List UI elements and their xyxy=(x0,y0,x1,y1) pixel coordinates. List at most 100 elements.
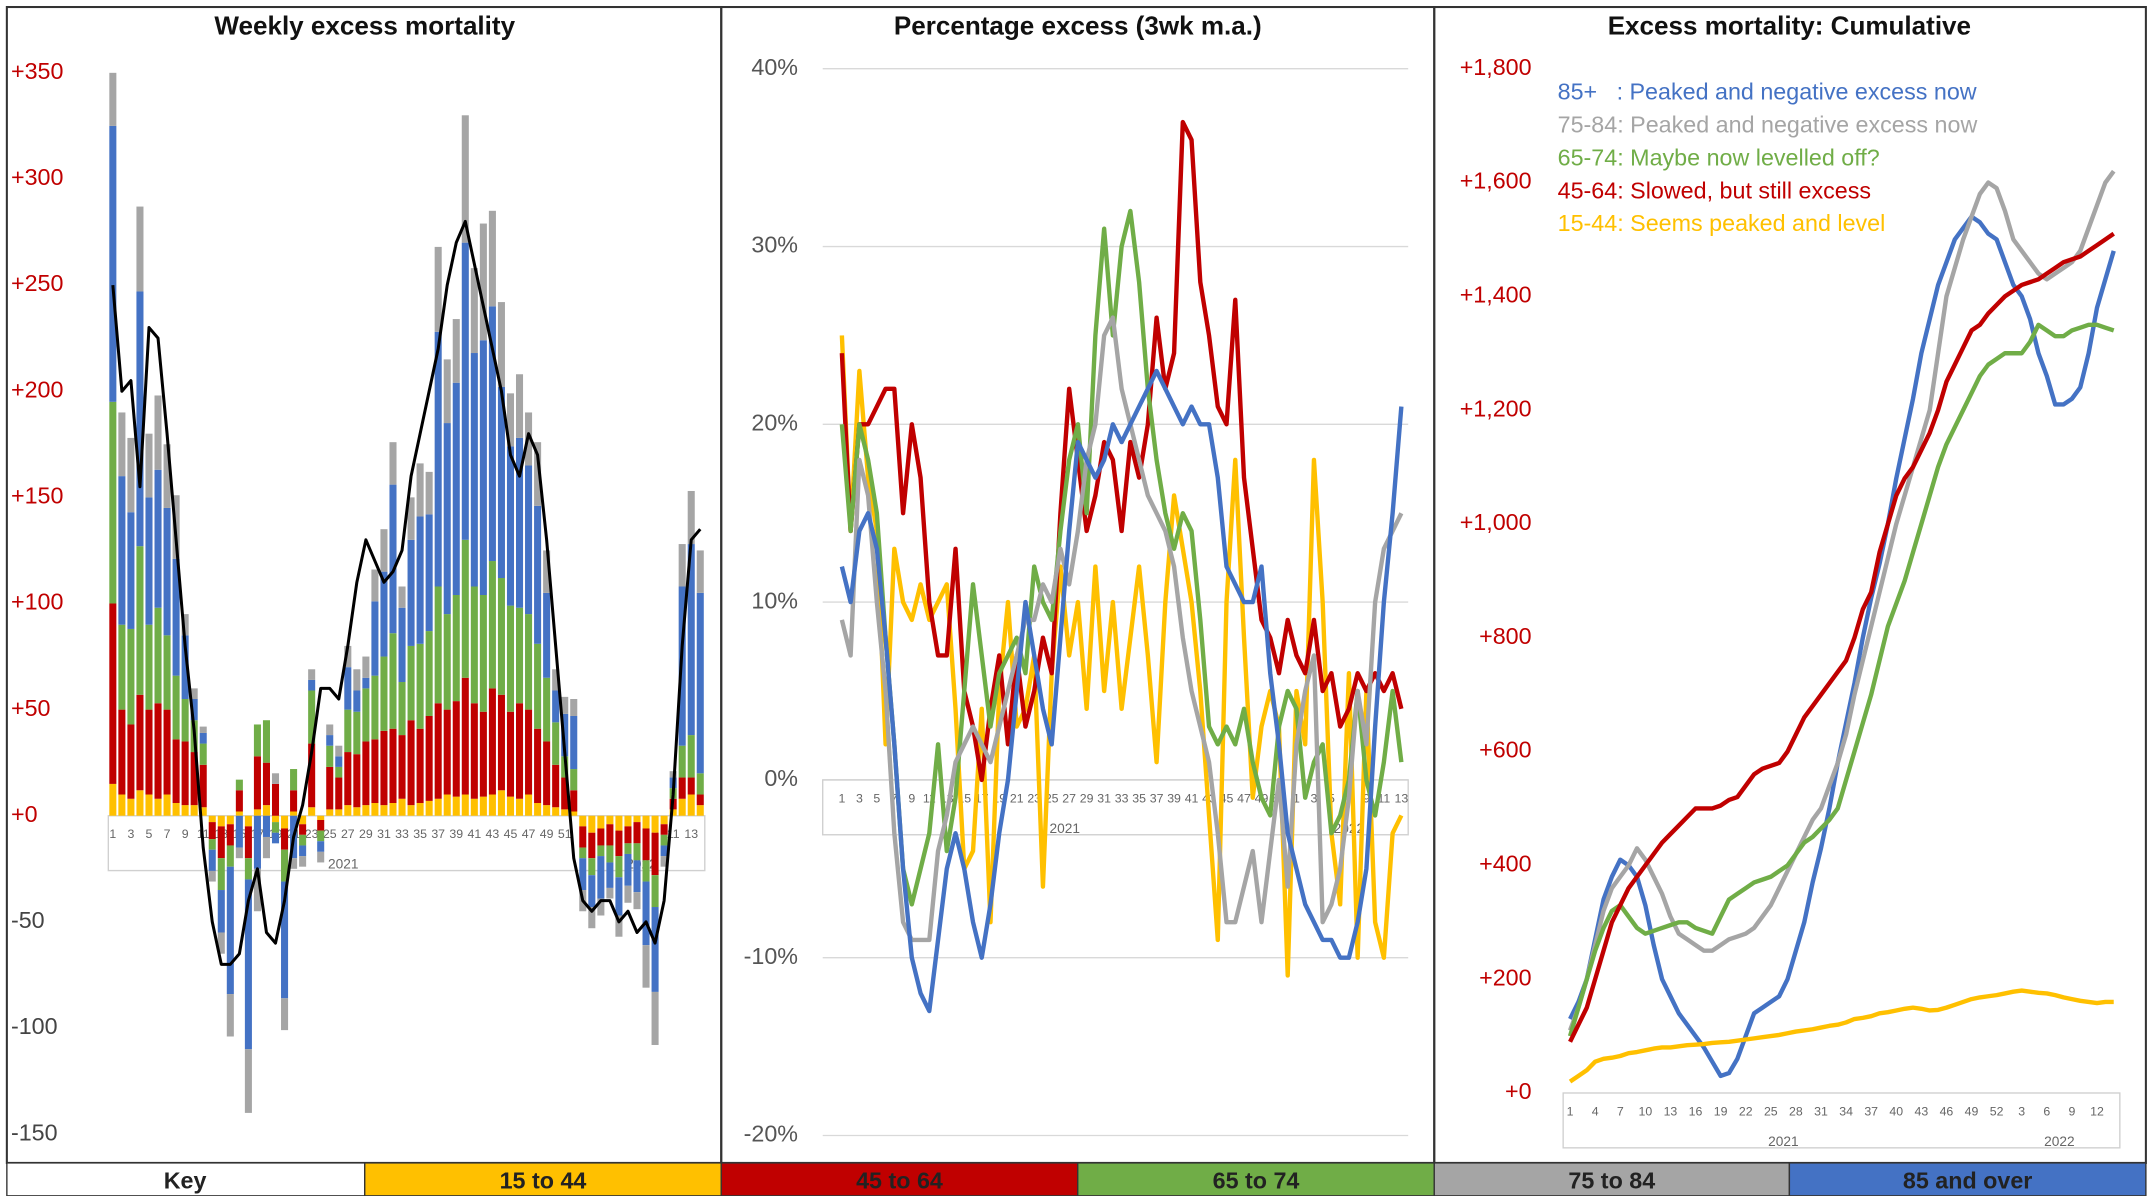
x-tick-label: 27 xyxy=(341,827,355,841)
bar-segment xyxy=(353,807,361,816)
bar-segment xyxy=(461,242,469,540)
bar-segment xyxy=(262,805,270,816)
x-tick-label: 1 xyxy=(838,791,845,805)
key-label: 75 to 84 xyxy=(1568,1167,1655,1193)
bar-segment xyxy=(398,798,406,816)
bar-segment xyxy=(425,471,433,515)
bar-segment xyxy=(687,544,695,736)
bar-segment xyxy=(606,862,614,888)
bar-segment xyxy=(172,675,180,740)
bar-segment xyxy=(380,529,388,572)
bar-segment xyxy=(416,803,424,816)
bar-segment xyxy=(615,915,623,937)
bar-segment xyxy=(407,645,415,721)
bar-segment xyxy=(353,690,361,712)
y-tick-label: +200 xyxy=(11,376,64,402)
y-tick-label: +1,200 xyxy=(1460,395,1532,421)
bar-segment xyxy=(253,756,261,810)
bar-segment xyxy=(506,446,515,606)
bar-segment xyxy=(299,856,307,867)
x-tick-label: 43 xyxy=(1914,1104,1928,1118)
x-tick-label: 39 xyxy=(449,827,463,841)
bar-segment xyxy=(497,302,505,387)
line xyxy=(1567,322,2115,1037)
bar-segment xyxy=(525,465,533,615)
x-group-label: 2021 xyxy=(328,857,358,872)
bar-segment xyxy=(226,815,234,825)
bar-segment xyxy=(317,841,325,852)
bar-segment xyxy=(226,866,234,995)
bar-segment xyxy=(127,628,135,725)
bar-segment xyxy=(434,246,442,332)
bar-segment xyxy=(651,875,659,908)
bar-segment xyxy=(344,805,352,816)
bar-segment xyxy=(290,769,298,791)
bar-segment xyxy=(262,720,270,763)
bar-segment xyxy=(624,843,632,854)
y-tick-label: +600 xyxy=(1479,737,1532,763)
x-tick-label: 33 xyxy=(1115,791,1129,805)
bar-segment xyxy=(217,815,225,827)
bar-segment xyxy=(172,739,180,804)
bar-segment xyxy=(696,592,704,774)
bar-segment xyxy=(597,828,605,846)
bar-segment xyxy=(181,635,189,700)
bar-segment xyxy=(118,624,126,710)
bar-segment xyxy=(308,679,316,691)
bar-segment xyxy=(515,798,524,816)
bar-segment xyxy=(253,868,261,912)
x-tick-label: 23 xyxy=(305,827,319,841)
x-tick-label: 37 xyxy=(431,827,445,841)
bar-segment xyxy=(244,815,252,827)
bar-segment xyxy=(624,826,632,844)
bar-segment xyxy=(452,382,460,595)
bar-segment xyxy=(588,875,596,908)
bar-segment xyxy=(371,803,379,816)
bar-segment xyxy=(181,805,189,816)
bar-segment xyxy=(335,777,343,810)
bar-segment xyxy=(326,745,334,767)
x-tick-label: 9 xyxy=(1363,791,1370,805)
line xyxy=(111,219,702,966)
bar-segment xyxy=(615,856,623,878)
bar-segment xyxy=(398,735,406,799)
bar-segment xyxy=(335,766,343,778)
bar-segment xyxy=(281,881,289,999)
bar-segment xyxy=(615,815,623,831)
bar-segment xyxy=(416,516,424,644)
bar-segment xyxy=(506,393,515,447)
bar-segment xyxy=(615,877,623,916)
x-tick-label: 3 xyxy=(856,791,863,805)
bar-segment xyxy=(552,807,560,816)
bar-segment xyxy=(552,669,560,691)
bar-segment xyxy=(642,828,650,861)
x-tick-label: 3 xyxy=(1311,791,1318,805)
bar-segment xyxy=(145,794,153,816)
bar-segment xyxy=(570,811,578,816)
x-tick-label: 31 xyxy=(1097,791,1111,805)
y-tick-label: -150 xyxy=(11,1119,58,1145)
bar-segment xyxy=(199,764,207,808)
x-tick-label: 22 xyxy=(1739,1104,1753,1118)
bar-segment xyxy=(443,614,451,710)
x-tick-label: 34 xyxy=(1839,1104,1853,1118)
bar-segment xyxy=(326,809,334,816)
bar-segment xyxy=(570,715,578,770)
bar-segment xyxy=(651,815,659,833)
legend-label: 45-64: Slowed, but still excess xyxy=(1558,177,1871,203)
bar-segment xyxy=(461,794,469,816)
bar-segment xyxy=(543,550,551,593)
x-tick-label: 1 xyxy=(1293,791,1300,805)
key-label: 65 to 74 xyxy=(1213,1167,1300,1193)
bar-segment xyxy=(127,798,135,816)
bar-segment xyxy=(443,359,451,424)
bar-segment xyxy=(136,291,144,547)
bar-segment xyxy=(208,839,216,850)
x-tick-label: 41 xyxy=(1185,791,1199,805)
bar-segment xyxy=(118,794,126,816)
bar-segment xyxy=(506,605,515,712)
bar-segment xyxy=(380,730,388,806)
bar-segment xyxy=(389,728,397,804)
x-tick-label: 29 xyxy=(1080,791,1094,805)
bar-segment xyxy=(660,856,668,867)
